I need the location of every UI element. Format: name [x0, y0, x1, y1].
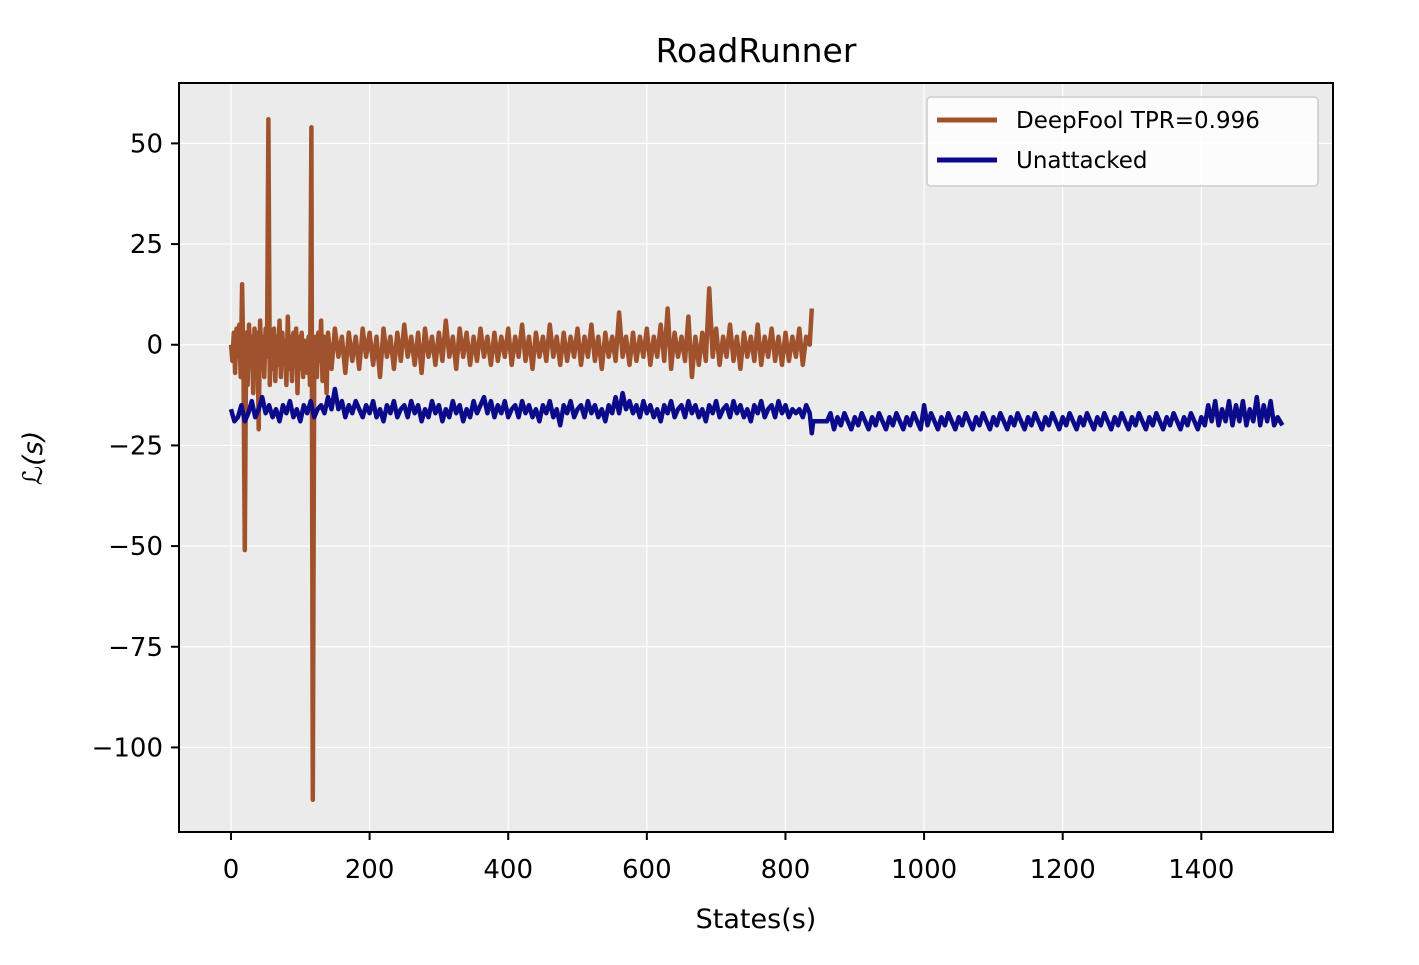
y-tick-label: −50 [108, 532, 163, 562]
plot-area [179, 83, 1333, 832]
y-tick-label: 25 [130, 230, 163, 260]
x-tick-label: 1400 [1168, 855, 1234, 885]
y-tick-label: −25 [108, 431, 163, 461]
series-layer [228, 116, 1285, 803]
x-axis: 0 200 400 600 800 1000 1200 1400 [223, 832, 1234, 885]
x-tick-label: 0 [223, 855, 240, 885]
y-axis-label: ℒ(s) [18, 431, 49, 486]
legend: DeepFool TPR=0.996 Unattacked [926, 96, 1319, 187]
x-tick-label: 1000 [891, 855, 957, 885]
x-tick-label: 200 [345, 855, 395, 885]
legend-box [926, 96, 1319, 187]
y-tick-label: 50 [130, 129, 163, 159]
x-tick-label: 400 [483, 855, 533, 885]
series-line-unattacked [228, 386, 1285, 436]
chart-title: RoadRunner [656, 31, 857, 70]
series-line-deepfool [228, 116, 815, 803]
plot-frame [178, 82, 1334, 833]
x-axis-label: States(s) [696, 904, 817, 935]
legend-label-unattacked: Unattacked [1016, 148, 1148, 174]
x-tick-label: 600 [622, 855, 672, 885]
y-tick-label: −100 [92, 733, 163, 763]
legend-label-deepfool: DeepFool TPR=0.996 [1016, 108, 1260, 134]
x-tick-label: 800 [761, 855, 811, 885]
y-tick-label: 0 [146, 331, 163, 361]
x-tick-label: 1200 [1030, 855, 1096, 885]
y-tick-label: −75 [108, 633, 163, 663]
y-axis: 50 25 0 −25 −50 −75 −100 [92, 129, 179, 763]
